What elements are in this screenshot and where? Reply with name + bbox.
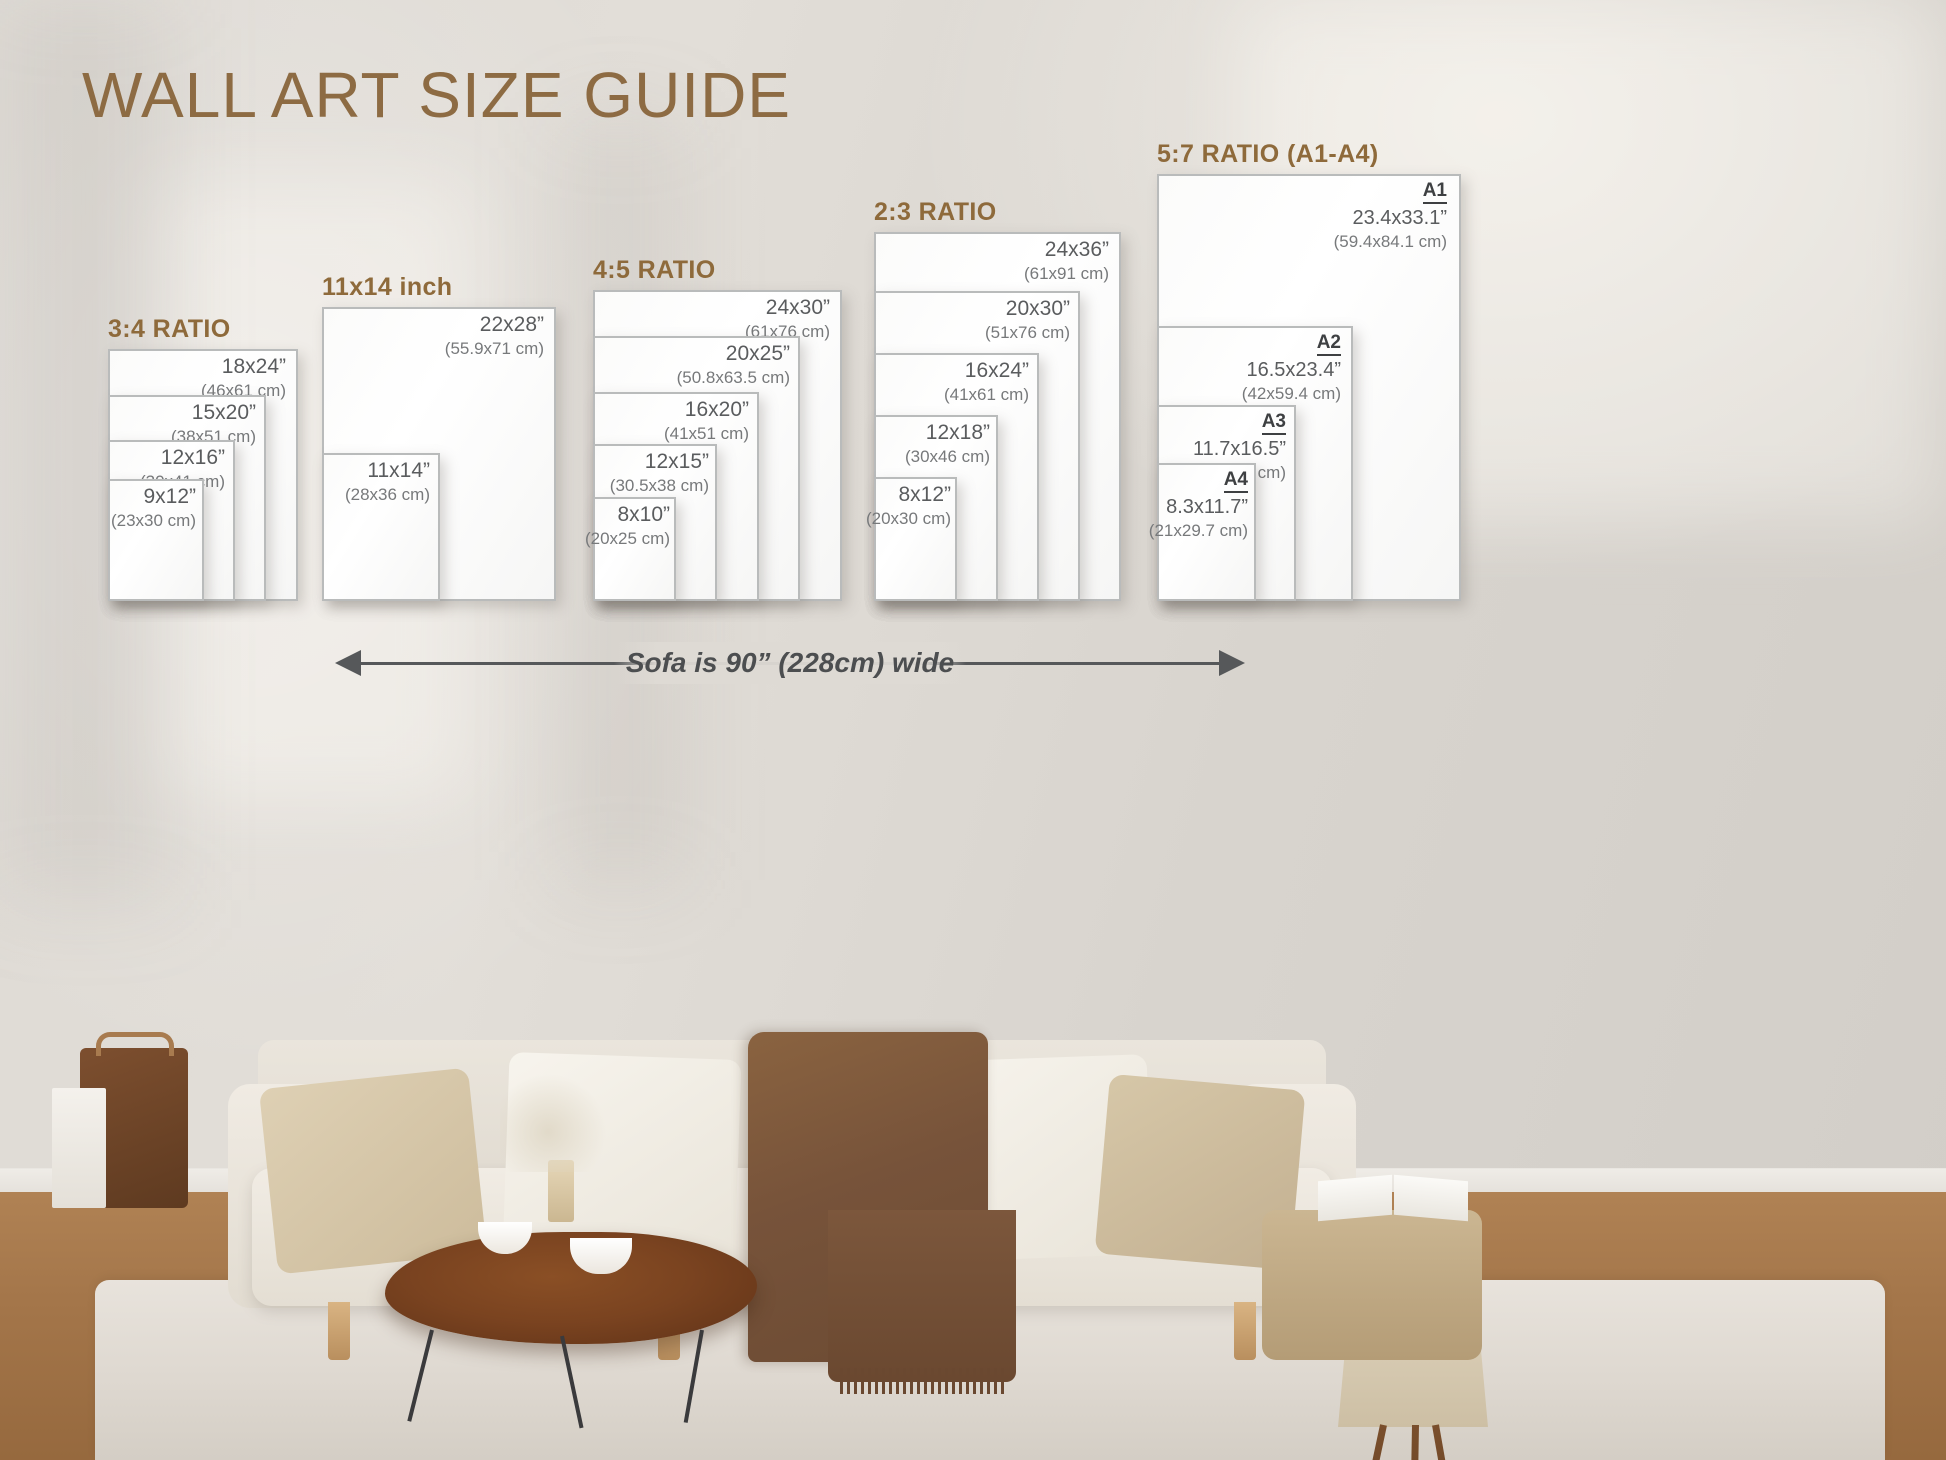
page-title: WALL ART SIZE GUIDE [82, 59, 791, 131]
book-page-left [1318, 1174, 1392, 1222]
frame-8x10[interactable]: 8x10” (20x25 cm) [585, 497, 676, 601]
label-12x15: 12x15” (30.5x38 cm) [609, 450, 709, 495]
frame-a4[interactable]: A4 8.3x11.7” (21x29.7 cm) [1149, 463, 1256, 601]
book-page-right [1394, 1174, 1468, 1222]
arrow-left-icon [335, 650, 361, 676]
group-heading-3-4-ratio: 3:4 RATIO [108, 315, 231, 343]
label-8x12: 8x12” (20x30 cm) [865, 483, 951, 528]
rack-handle [96, 1032, 174, 1056]
pillow-beige-left [258, 1067, 488, 1275]
throw-blanket-drape [828, 1210, 1016, 1382]
open-book [1318, 1174, 1470, 1222]
group-heading-5-7-ratio: 5:7 RATIO (A1-A4) [1157, 140, 1379, 168]
magazine-rack [52, 1032, 212, 1222]
group-heading-4-5-ratio: 4:5 RATIO [593, 256, 716, 284]
label-15x20: 15x20” (38x51 cm) [170, 401, 256, 446]
frame-9x12[interactable]: 9x12” (23x30 cm) [108, 479, 204, 601]
label-a1: A1 23.4x33.1” (59.4x84.1 cm) [1333, 180, 1447, 251]
throw-blanket-fringe [840, 1368, 1008, 1394]
label-22x28: 22x28” (55.9x71 cm) [444, 313, 544, 358]
measure-label: Sofa is 90” (228cm) wide [625, 647, 955, 678]
label-20x25: 20x25” (50.8x63.5 cm) [676, 342, 790, 387]
sofa-leg [1234, 1302, 1256, 1360]
frame-8x12[interactable]: 8x12” (20x30 cm) [866, 477, 957, 601]
rack-magazines [52, 1088, 106, 1208]
label-24x30: 24x30” (61x76 cm) [744, 296, 830, 341]
label-a2: A2 16.5x23.4” (42x59.4 cm) [1241, 332, 1341, 403]
label-11x14: 11x14” (28x36 cm) [344, 459, 430, 504]
label-18x24: 18x24” (46x61 cm) [200, 355, 286, 400]
sofa-width-measure: Sofa is 90” (228cm) wide [335, 640, 1245, 688]
label-16x20: 16x20” (41x51 cm) [663, 398, 749, 443]
group-heading-11x14-inch: 11x14 inch [322, 273, 453, 301]
group-heading-2-3-ratio: 2:3 RATIO [874, 198, 997, 226]
label-20x30: 20x30” (51x76 cm) [984, 297, 1070, 342]
dried-flowers [500, 1072, 620, 1172]
label-16x24: 16x24” (41x61 cm) [943, 359, 1029, 404]
arrow-right-icon [1219, 650, 1245, 676]
label-24x36: 24x36” (61x91 cm) [1023, 238, 1109, 283]
ottoman [1262, 1210, 1482, 1360]
label-8x10: 8x10” (20x25 cm) [584, 503, 670, 548]
label-12x18: 12x18” (30x46 cm) [904, 421, 990, 466]
label-a4: A4 8.3x11.7” (21x29.7 cm) [1148, 469, 1248, 540]
label-9x12: 9x12” (23x30 cm) [110, 485, 196, 530]
frame-11x14[interactable]: 11x14” (28x36 cm) [322, 453, 440, 601]
sofa-leg [328, 1302, 350, 1360]
measure-text-backdrop [614, 642, 966, 684]
